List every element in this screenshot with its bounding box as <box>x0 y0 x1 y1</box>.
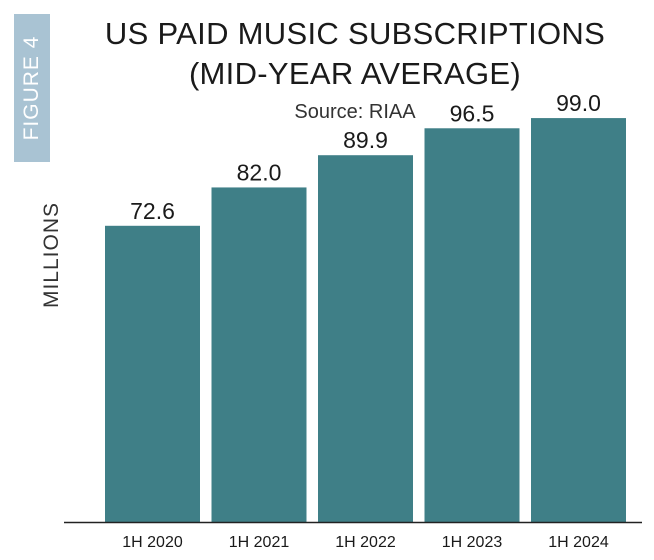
chart-title: US PAID MUSIC SUBSCRIPTIONS (MID-YEAR AV… <box>70 14 640 94</box>
value-label: 72.6 <box>130 198 175 224</box>
chart-title-line1: US PAID MUSIC SUBSCRIPTIONS <box>104 16 606 51</box>
figure-tag: FIGURE 4 <box>14 14 50 162</box>
value-label: 89.9 <box>343 127 388 153</box>
x-tick-label: 1H 2021 <box>229 534 290 551</box>
chart-title-line2: (MID-YEAR AVERAGE) <box>188 56 522 91</box>
bar-1h-2021 <box>211 187 307 522</box>
bar-1h-2020 <box>105 225 200 523</box>
x-tick-label: 1H 2023 <box>442 534 503 551</box>
value-label-group: 72.6 82.0 89.9 96.5 99.0 <box>130 90 601 224</box>
tick-label-group: 1H 2020 1H 2021 1H 2022 1H 2023 1H 2024 <box>122 534 609 551</box>
value-label: 96.5 <box>450 100 495 126</box>
x-tick-label: 1H 2022 <box>335 534 396 551</box>
chart-source: Source: RIAA <box>294 101 416 123</box>
bar-1h-2022 <box>318 155 413 522</box>
bar-1h-2023 <box>424 128 520 522</box>
x-tick-label: 1H 2024 <box>548 534 609 551</box>
value-label: 99.0 <box>556 90 601 116</box>
bar-1h-2024 <box>531 118 626 522</box>
x-tick-label: 1H 2020 <box>122 534 183 551</box>
value-label: 82.0 <box>237 159 282 185</box>
bar-group <box>105 118 626 523</box>
